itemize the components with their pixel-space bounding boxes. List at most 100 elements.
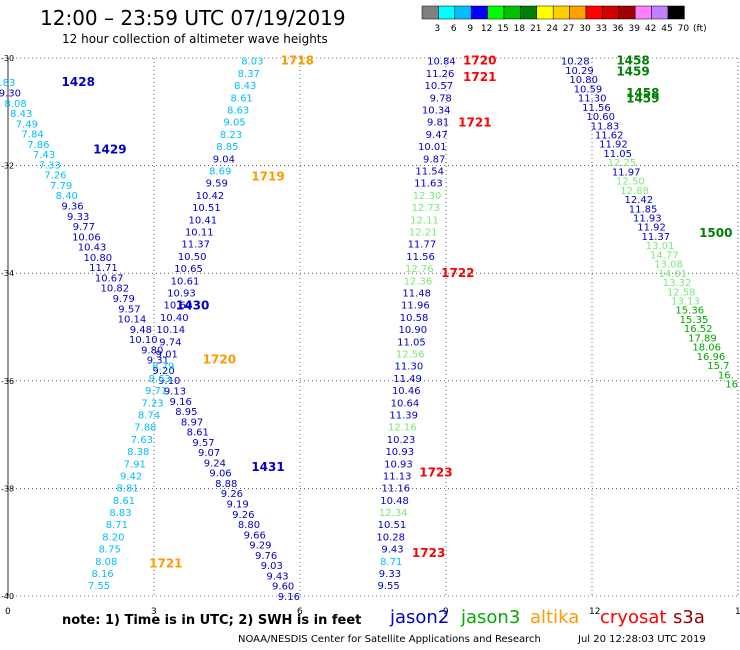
colorbar-swatch bbox=[438, 5, 456, 20]
wave-height-value: 8.61 bbox=[231, 93, 253, 104]
wave-height-value: 9.78 bbox=[430, 93, 452, 104]
wave-height-value: 8.08 bbox=[95, 557, 117, 568]
wave-height-value: 11.71 bbox=[89, 263, 118, 274]
colorbar-label: 36 bbox=[612, 24, 624, 34]
wave-height-value: 9.03 bbox=[261, 561, 283, 572]
colorbar-swatch bbox=[454, 5, 472, 20]
wave-height-value: 9.31 bbox=[147, 356, 169, 367]
colorbar-swatch bbox=[602, 5, 620, 20]
wave-height-value: 10.34 bbox=[422, 105, 451, 116]
wave-height-value: 11.56 bbox=[406, 252, 435, 263]
wave-height-value: 12.42 bbox=[625, 195, 654, 206]
colorbar-swatch bbox=[552, 5, 570, 20]
wave-height-value: 10.51 bbox=[192, 203, 221, 214]
colorbar-swatch bbox=[421, 5, 439, 20]
wave-height-value: 10.51 bbox=[378, 520, 407, 531]
legend-s3a: s3a bbox=[673, 607, 705, 628]
wave-height-value: 8.97 bbox=[181, 417, 203, 428]
wave-height-value: 8.80 bbox=[238, 520, 260, 531]
wave-height-value: 8.43 bbox=[10, 109, 32, 120]
wave-height-value: 13.01 bbox=[646, 241, 675, 252]
colorbar-swatch bbox=[569, 5, 587, 20]
colorbar-label: 24 bbox=[546, 24, 558, 34]
y-tick-label: -40 bbox=[1, 592, 14, 601]
wave-height-value: 9.57 bbox=[118, 304, 140, 315]
wave-height-value: 8.40 bbox=[56, 191, 78, 202]
wave-height-value: 8.75 bbox=[99, 545, 121, 556]
wave-height-value: 9.43 bbox=[266, 571, 288, 582]
wave-height-value: 10.84 bbox=[427, 57, 456, 68]
x-tick-label: 3 bbox=[151, 607, 157, 617]
wave-height-value: 9.10 bbox=[158, 376, 180, 387]
wave-height-value: 11.54 bbox=[415, 166, 444, 177]
wave-height-value: 10.23 bbox=[387, 435, 416, 446]
wave-height-value: 10.29 bbox=[565, 66, 594, 77]
wave-height-value: 16 bbox=[725, 379, 738, 390]
wave-height-value: 9.06 bbox=[209, 469, 231, 480]
wave-height-value: 12.56 bbox=[396, 349, 425, 360]
wave-height-value: 10.42 bbox=[196, 191, 225, 202]
wave-height-value: 12.88 bbox=[620, 186, 649, 197]
wave-height-value: 8.61 bbox=[187, 428, 209, 439]
x-tick-label: 15 bbox=[735, 607, 740, 617]
wave-height-value: 10.67 bbox=[95, 273, 124, 284]
colorbar-swatch bbox=[667, 5, 685, 20]
wave-height-value: 10.06 bbox=[72, 232, 101, 243]
wave-height-value: 11.63 bbox=[414, 179, 443, 190]
wave-height-value: 9.36 bbox=[61, 202, 83, 213]
colorbar-swatch bbox=[470, 5, 488, 20]
wave-height-value: 10.93 bbox=[167, 288, 196, 299]
wave-height-value: 11.56 bbox=[582, 103, 611, 114]
colorbar-label: 70 bbox=[678, 24, 690, 34]
wave-height-value: 8.85 bbox=[216, 142, 238, 153]
colorbar-label: 12 bbox=[481, 24, 492, 34]
wave-height-value: 9.76 bbox=[255, 551, 277, 562]
colorbar-label: 30 bbox=[579, 24, 591, 34]
wave-height-value: 9.59 bbox=[206, 179, 228, 190]
colorbar-swatch bbox=[585, 5, 603, 20]
y-tick-label: -38 bbox=[1, 484, 14, 493]
wave-height-value: 9.07 bbox=[198, 448, 220, 459]
colorbar-label: 9 bbox=[467, 24, 473, 34]
colorbar-label: 45 bbox=[661, 24, 672, 34]
pass-time-label: 1723 bbox=[419, 465, 452, 479]
colorbar-swatch bbox=[487, 5, 505, 20]
wave-height-value: 11.05 bbox=[397, 337, 426, 348]
wave-height-value: 8.83 bbox=[0, 78, 15, 89]
pass-time-label: 1430 bbox=[176, 298, 209, 312]
wave-height-value: 7.49 bbox=[16, 119, 38, 130]
x-tick-label: 12 bbox=[589, 607, 600, 617]
colorbar-label: 27 bbox=[563, 24, 574, 34]
wave-height-value: 13.13 bbox=[671, 296, 700, 307]
wave-height-value: 12.11 bbox=[410, 215, 439, 226]
wave-height-value: 8.43 bbox=[234, 81, 256, 92]
page-title: 12:00 – 23:59 UTC 07/19/2019 bbox=[40, 6, 346, 30]
wave-height-value: 11.30 bbox=[395, 362, 424, 373]
pass-time-label: 1723 bbox=[412, 546, 445, 560]
wave-height-value: 11.96 bbox=[401, 301, 430, 312]
pass-time-label: 1718 bbox=[281, 54, 314, 68]
pass-time-label: 1720 bbox=[203, 352, 236, 366]
wave-height-value: 9.30 bbox=[0, 88, 21, 99]
wave-height-value: 15.36 bbox=[675, 306, 704, 317]
wave-height-value: 10.64 bbox=[391, 398, 420, 409]
wave-height-value: 10.11 bbox=[185, 227, 214, 238]
wave-height-value: 8.71 bbox=[380, 557, 402, 568]
wave-height-value: 10.01 bbox=[418, 142, 447, 153]
wave-height-value: 7.86 bbox=[27, 140, 49, 151]
wave-height-value: 8.81 bbox=[116, 484, 138, 495]
wave-height-value: 9.47 bbox=[426, 130, 448, 141]
wave-height-value: 9.87 bbox=[423, 154, 445, 165]
wave-height-value: 9.05 bbox=[223, 118, 245, 129]
wave-height-value: 9.13 bbox=[164, 386, 186, 397]
pass-time-label: 1431 bbox=[251, 460, 284, 474]
x-tick-label: 9 bbox=[443, 607, 449, 617]
wave-height-value: 8.69 bbox=[209, 166, 231, 177]
wave-height-value: 10.14 bbox=[156, 325, 185, 336]
wave-height-value: 8.16 bbox=[91, 569, 113, 580]
pass-time-label: 1722 bbox=[441, 266, 474, 280]
wave-height-value: 9.60 bbox=[272, 582, 294, 593]
colorbar-label: 18 bbox=[514, 24, 526, 34]
wave-height-value: 8.79 bbox=[152, 362, 174, 373]
x-tick-label: 0 bbox=[5, 607, 11, 617]
